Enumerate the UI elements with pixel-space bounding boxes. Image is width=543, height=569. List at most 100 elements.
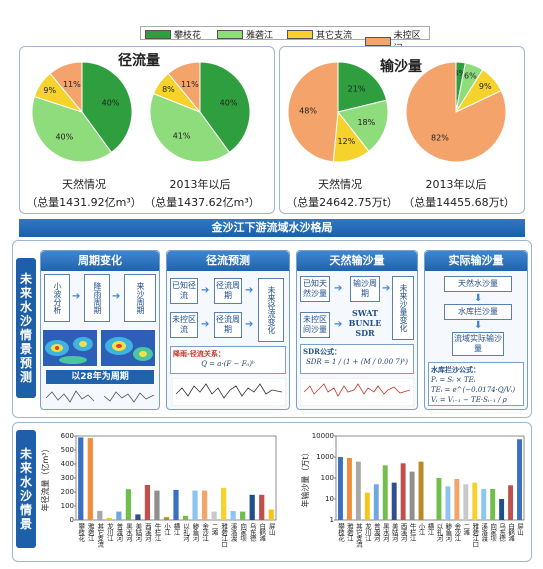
sediment-pie-2-label-3: 9% xyxy=(479,82,492,91)
runoff-bar-xlabel-15: 二滩 xyxy=(210,523,218,537)
runoff-bar-bar-6 xyxy=(125,489,131,520)
runoff-caption-1: 天然情况 xyxy=(62,178,106,191)
sediment-pie-2-label-2: 6% xyxy=(464,72,477,81)
sediment-pie-1-label-2: 18% xyxy=(357,118,375,127)
sediment-bar-bar-8 xyxy=(400,463,406,520)
sediment-bar-bar-9 xyxy=(409,471,415,520)
runoff-bar-ytick-1: 0 xyxy=(70,516,74,524)
box-known-sediment: 已知天然沙量 xyxy=(300,276,330,302)
sediment-bar-bar-17 xyxy=(481,488,487,520)
sediment-bar-xlabel-5: 普渡河 xyxy=(372,522,380,542)
reservoir-formula: 水库拦沙公式： Pᵢ = Sᵢ × TEᵢ TEᵢ = e^(−0.0174·Q… xyxy=(428,362,524,406)
arrow-right-icon: ➔ xyxy=(334,283,343,294)
sdr-formula-expr: SDR = 1 / (1 + (M / 0.00 7)ᵇ) xyxy=(306,358,408,366)
legend-swatch xyxy=(365,36,391,46)
sediment-bar-bar-2 xyxy=(346,457,352,520)
runoff-pie-1-slice-2 xyxy=(31,95,113,163)
runoff-bar-xlabel-1: 攀枝花 xyxy=(77,522,85,543)
runoff-bar-bar-19 xyxy=(249,494,255,520)
sediment-bar-bar-1 xyxy=(338,457,343,520)
runoff-bar-bar-17 xyxy=(230,510,236,520)
runoff-pie-2-label-3: 8% xyxy=(162,85,175,94)
legend-swatch xyxy=(217,30,243,39)
step-period-title: 周期变化 xyxy=(41,251,159,271)
sediment-total-2: （总量14455.68万t） xyxy=(403,196,515,209)
runoff-bar-bar-5 xyxy=(116,511,122,520)
runoff-bar-bar-2 xyxy=(87,438,93,520)
sediment-bar-xlabel-20: 白鹤滩 xyxy=(507,522,515,543)
legend-swatch xyxy=(287,30,313,39)
sediment-bar-xlabel-8: 西溪河 xyxy=(399,523,407,542)
runoff-bar-xlabel-2: 雅砻江 xyxy=(86,523,94,542)
sediment-bar-xlabel-6: 黑水河 xyxy=(381,523,389,542)
sediment-bar-ytick-1: 1 xyxy=(330,516,334,524)
runoff-bar-xlabel-20: 白鹤滩 xyxy=(258,522,266,543)
sediment-pie-1-label-3: 12% xyxy=(338,137,356,146)
rain-runoff-formula-label: 降雨-径流关系： xyxy=(173,349,225,358)
rain-runoff-formula-expr: Q = a·(F − F₀)ᵇ xyxy=(201,360,255,368)
runoff-bar-ytick-4: 300 xyxy=(61,474,74,482)
sediment-bar-xlabel-4: 龙川江 xyxy=(363,522,371,542)
runoff-bar-xlabel-21: 屏山 xyxy=(267,523,275,537)
runoff-bar-xlabel-14: 金沙江 xyxy=(201,522,209,542)
sediment-bar-xlabel-19: 乌东德 xyxy=(498,522,506,543)
runoff-bar-ytick-3: 200 xyxy=(61,488,74,496)
sediment-bar-plot-frame xyxy=(335,435,525,521)
sediment-line-plot xyxy=(300,378,414,406)
box-uncontrolled-runoff: 未控区流 xyxy=(170,312,198,338)
sediment-bar-bar-5 xyxy=(373,484,379,520)
arrow-right-icon: ➔ xyxy=(245,319,254,330)
step-natural-sediment-title: 天然输沙量 xyxy=(297,251,417,271)
box-sediment-period: 来沙周期 xyxy=(124,274,156,322)
sediment-bar-ytick-3: 100 xyxy=(321,474,334,482)
legend-swatch xyxy=(145,30,171,39)
legend: 攀枝花 雅砻江 其它支流 未控区间 xyxy=(140,26,430,54)
box-sdr: SDR xyxy=(355,328,375,338)
step-actual-sediment-title: 实际输沙量 xyxy=(425,251,527,271)
runoff-bar-xlabel-18: 向家坝 xyxy=(239,522,247,543)
box-future-sediment: 未来沙量变化 xyxy=(392,276,414,340)
sediment-bar-xlabel-10: 小江 xyxy=(417,522,425,536)
runoff-bar-ytick-2: 100 xyxy=(61,502,74,510)
runoff-pie-1-slice-1 xyxy=(81,61,133,154)
runoff-pie-2-label-2: 41% xyxy=(173,132,191,141)
sediment-caption-2: 2013年以后 xyxy=(425,178,487,191)
sediment-bar-ytick-5: 10000 xyxy=(312,432,334,440)
runoff-bar-xlabel-7: 美姑河 xyxy=(134,522,142,542)
box-future-runoff: 未来径流变化 xyxy=(258,278,284,342)
arrow-right-icon: ➔ xyxy=(201,319,210,330)
sediment-bar-xlabel-12: 以礼河 xyxy=(435,523,443,542)
sediment-pie-2-label-1: 3% xyxy=(453,69,466,78)
box-bunle: BUNLE xyxy=(348,318,382,328)
sediment-pie-1-slice-1 xyxy=(337,61,388,113)
sediment-bar-chart: 1 10 100 1000 10000年输沙量（万t） 攀枝花 雅砻江 其它支流 龙川江 普渡河黑… xyxy=(300,432,525,549)
runoff-bar-bar-18 xyxy=(240,511,246,520)
runoff-bar-xlabel-11: 横江 xyxy=(172,522,180,536)
runoff-bar-xlabel-9: 牛栏江 xyxy=(153,522,161,542)
sediment-bar-xlabel-14: 金沙江 xyxy=(453,522,461,542)
reservoir-formula-3: Vᵢ = Vᵢ₋₁ − TE·Sᵢ₋₁ / ρ xyxy=(431,396,507,404)
sediment-bar-xlabel-13: 鲹鱼河 xyxy=(444,522,452,542)
box-actual-sediment: 流域实际输沙量 xyxy=(452,332,504,356)
box-runoff-period-2: 径流周期 xyxy=(214,312,242,338)
runoff-bar-xlabel-6: 黑水河 xyxy=(124,523,132,542)
box-known-runoff: 已知径流 xyxy=(170,278,198,304)
sediment-bar-bar-4 xyxy=(364,492,370,520)
box-reservoir-trap: 水库拦沙量 xyxy=(444,304,512,320)
sediment-pie-2-label-4: 82% xyxy=(431,133,449,142)
runoff-bar-ylabel: 年径流量（亿m³） xyxy=(40,445,50,512)
sediment-bar-bar-12 xyxy=(436,478,442,520)
sediment-pie-1-slice-4 xyxy=(287,61,339,163)
runoff-bar-bar-15 xyxy=(211,511,217,520)
runoff-pie-2-slice-1 xyxy=(199,61,251,154)
sediment-bar-bar-6 xyxy=(382,465,388,520)
sediment-bar-xlabel-17: 溪洛渡 xyxy=(480,522,488,543)
sediment-bar-bar-14 xyxy=(454,478,460,520)
sediment-bar-bar-21 xyxy=(517,439,522,520)
sediment-bar-bar-3 xyxy=(355,461,361,520)
box-sediment-period-2: 输沙周期 xyxy=(350,276,380,302)
period-note: 以28年为周期 xyxy=(46,370,154,384)
runoff-pie-1-label-1: 40% xyxy=(102,99,120,108)
sediment-bar-bar-16 xyxy=(472,482,478,520)
runoff-pie-2-label-1: 40% xyxy=(220,99,238,108)
